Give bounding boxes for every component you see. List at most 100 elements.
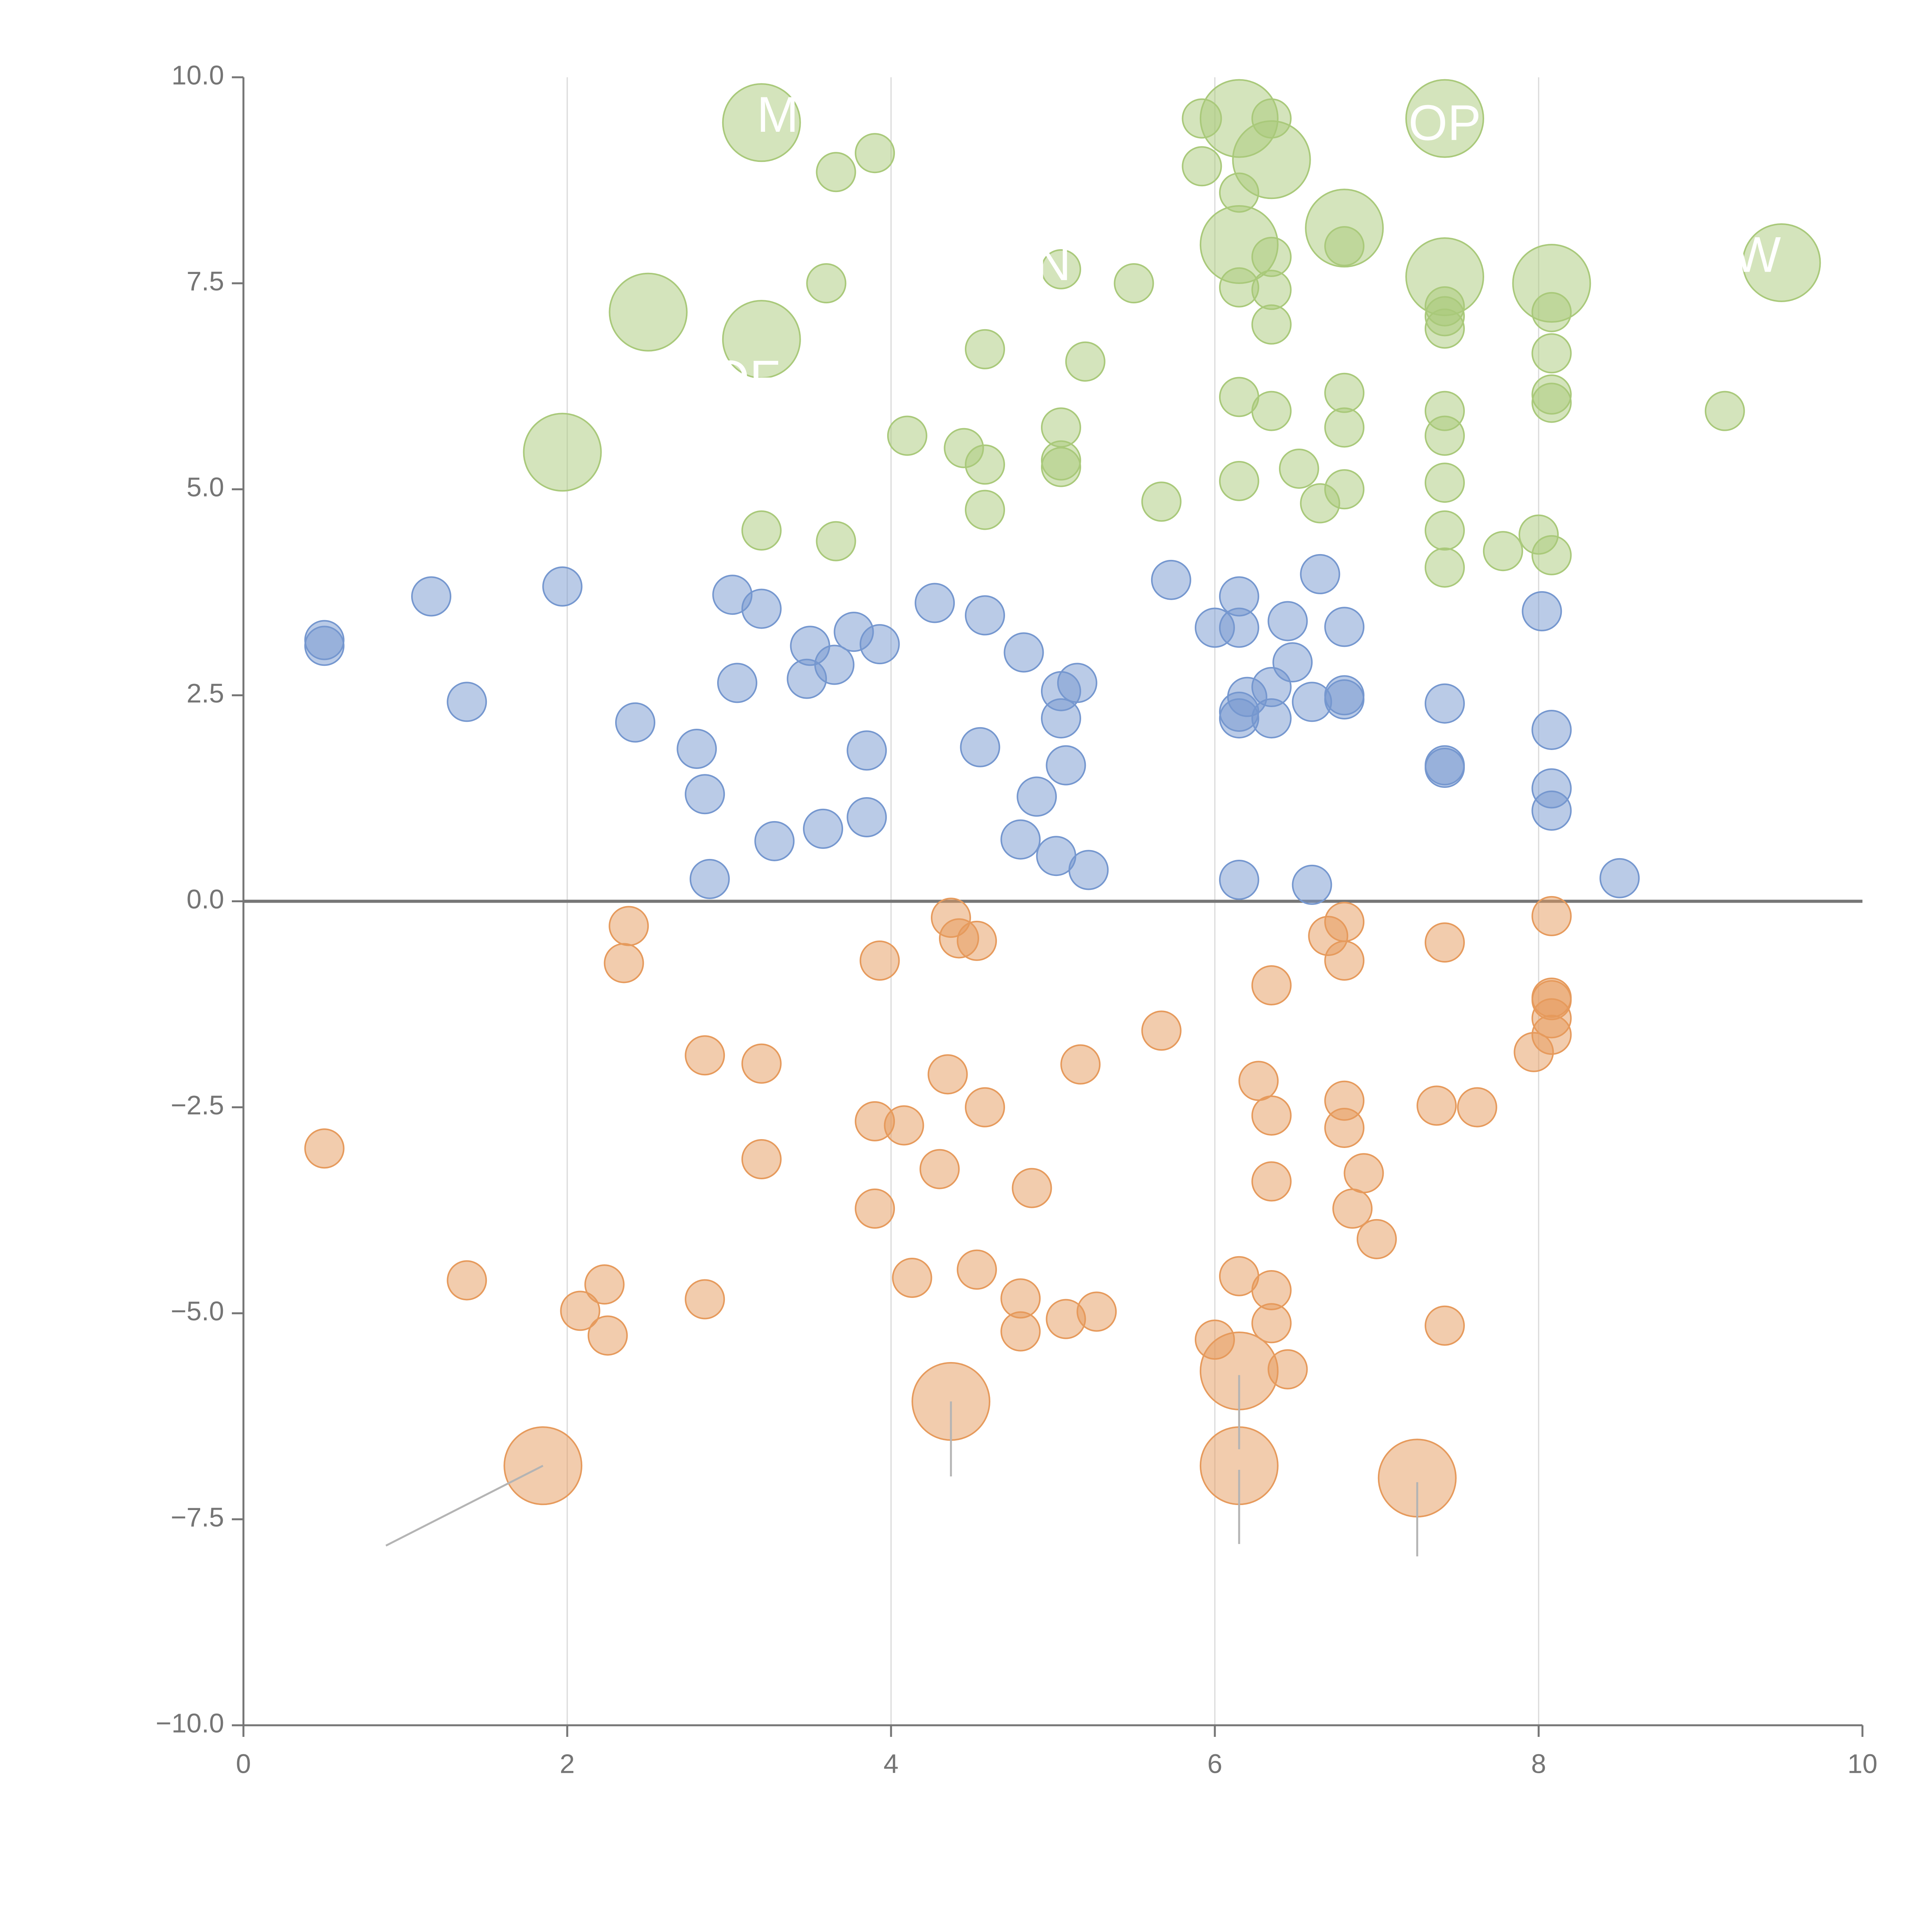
data-point-lower bbox=[741, 1139, 782, 1179]
data-point-middle bbox=[1219, 860, 1259, 900]
large-data-point-upper bbox=[1512, 244, 1591, 323]
large-data-point-upper bbox=[523, 413, 602, 492]
data-point-lower bbox=[1424, 1305, 1465, 1346]
data-point-middle bbox=[859, 624, 900, 665]
data-point-lower bbox=[855, 1188, 895, 1229]
data-point-middle bbox=[717, 663, 757, 703]
data-point-upper bbox=[1141, 481, 1182, 522]
data-point-lower bbox=[1060, 1044, 1101, 1085]
data-point-lower bbox=[957, 920, 997, 961]
large-data-point-upper bbox=[1405, 237, 1484, 316]
data-point-upper bbox=[1324, 469, 1365, 510]
data-point-middle bbox=[1267, 601, 1308, 641]
large-data-point-upper bbox=[1742, 223, 1821, 302]
data-point-lower bbox=[1251, 965, 1292, 1006]
data-point-upper bbox=[1114, 263, 1154, 304]
data-point-lower bbox=[304, 1128, 345, 1169]
data-point-upper bbox=[1424, 463, 1465, 503]
data-point-lower bbox=[1238, 1061, 1279, 1101]
data-point-middle bbox=[1522, 591, 1562, 631]
data-point-upper bbox=[1182, 146, 1222, 187]
data-point-middle bbox=[1151, 560, 1191, 600]
large-data-point-upper bbox=[1405, 79, 1484, 158]
point-annotation: M bbox=[757, 86, 799, 143]
data-point-lower bbox=[1324, 940, 1365, 981]
data-point-upper bbox=[1041, 447, 1081, 487]
annotation-layer: M OP N W OF bbox=[711, 86, 1781, 406]
large-data-point-upper bbox=[1232, 120, 1311, 199]
data-point-lower bbox=[884, 1105, 924, 1146]
y-tick-label: 5.0 bbox=[187, 472, 224, 502]
data-point-upper bbox=[1424, 415, 1465, 456]
data-point-upper bbox=[1704, 391, 1745, 431]
data-point-lower bbox=[685, 1279, 725, 1320]
data-point-upper bbox=[887, 415, 927, 456]
data-point-middle bbox=[1017, 776, 1057, 817]
data-point-upper bbox=[1324, 407, 1365, 448]
data-point-middle bbox=[1324, 607, 1365, 647]
data-point-upper bbox=[1251, 391, 1292, 431]
axes-layer: −10.0 −7.5 −5.0 −2.5 0.0 2.5 5.0 7.5 10.0 0 2 4 6 8 10 bbox=[156, 60, 1878, 1779]
data-point-lower bbox=[1077, 1291, 1117, 1332]
data-point-middle bbox=[847, 797, 887, 837]
data-point-lower bbox=[604, 943, 644, 983]
data-point-upper bbox=[816, 521, 856, 561]
data-point-lower bbox=[1531, 1014, 1572, 1055]
large-data-point-upper bbox=[722, 83, 801, 162]
data-point-middle bbox=[304, 626, 345, 666]
y-tick-label: 0.0 bbox=[187, 884, 224, 914]
data-point-upper bbox=[816, 152, 856, 192]
data-point-lower bbox=[685, 1035, 725, 1076]
data-point-upper bbox=[1424, 510, 1465, 551]
data-point-lower bbox=[1324, 1107, 1365, 1148]
data-point-middle bbox=[447, 682, 487, 722]
data-point-lower bbox=[1251, 1095, 1292, 1136]
data-point-lower bbox=[1324, 901, 1365, 942]
data-point-middle bbox=[1599, 858, 1640, 898]
points-layer bbox=[304, 79, 1821, 1518]
y-tick-label: 10.0 bbox=[172, 60, 224, 90]
y-tick-label: −5.0 bbox=[171, 1296, 224, 1326]
data-point-upper bbox=[1531, 333, 1572, 374]
data-point-middle bbox=[542, 566, 583, 607]
data-point-middle bbox=[1424, 683, 1465, 724]
data-point-lower bbox=[1531, 896, 1572, 936]
data-point-middle bbox=[814, 645, 855, 685]
data-point-middle bbox=[1000, 819, 1041, 860]
data-point-lower bbox=[1344, 1153, 1384, 1194]
point-annotation: W bbox=[1733, 226, 1781, 282]
data-point-lower bbox=[1251, 1161, 1292, 1202]
data-point-upper bbox=[1279, 448, 1319, 489]
data-point-lower bbox=[957, 1249, 997, 1290]
data-point-lower bbox=[587, 1315, 628, 1356]
x-tick-label: 6 bbox=[1208, 1748, 1223, 1779]
data-point-lower bbox=[927, 1054, 968, 1095]
data-point-middle bbox=[1041, 698, 1081, 739]
large-data-point-upper bbox=[1305, 189, 1384, 268]
large-data-point-upper bbox=[1199, 205, 1279, 284]
data-point-upper bbox=[741, 510, 782, 551]
data-point-lower bbox=[1357, 1219, 1397, 1259]
data-point-middle bbox=[847, 730, 887, 771]
large-data-point-upper bbox=[722, 300, 801, 379]
data-point-lower bbox=[1424, 922, 1465, 963]
x-tick-label: 0 bbox=[236, 1748, 251, 1779]
data-point-middle bbox=[1300, 554, 1340, 594]
point-annotation: OP bbox=[1408, 94, 1481, 151]
data-point-upper bbox=[1065, 341, 1105, 382]
data-point-middle bbox=[741, 588, 782, 629]
point-annotation: N bbox=[1035, 235, 1071, 291]
data-point-lower bbox=[1012, 1168, 1052, 1208]
data-point-middle bbox=[960, 727, 1000, 767]
data-point-lower bbox=[447, 1260, 487, 1301]
y-tick-label: −7.5 bbox=[171, 1502, 224, 1532]
data-point-lower bbox=[1457, 1087, 1497, 1128]
large-data-point-upper bbox=[609, 272, 688, 352]
data-point-upper bbox=[1324, 372, 1365, 413]
data-point-middle bbox=[1219, 607, 1259, 648]
data-point-lower bbox=[1141, 1010, 1182, 1051]
data-point-upper bbox=[1041, 249, 1081, 289]
y-tick-label: −10.0 bbox=[156, 1708, 224, 1738]
data-point-middle bbox=[411, 576, 452, 617]
data-point-middle bbox=[689, 859, 730, 899]
